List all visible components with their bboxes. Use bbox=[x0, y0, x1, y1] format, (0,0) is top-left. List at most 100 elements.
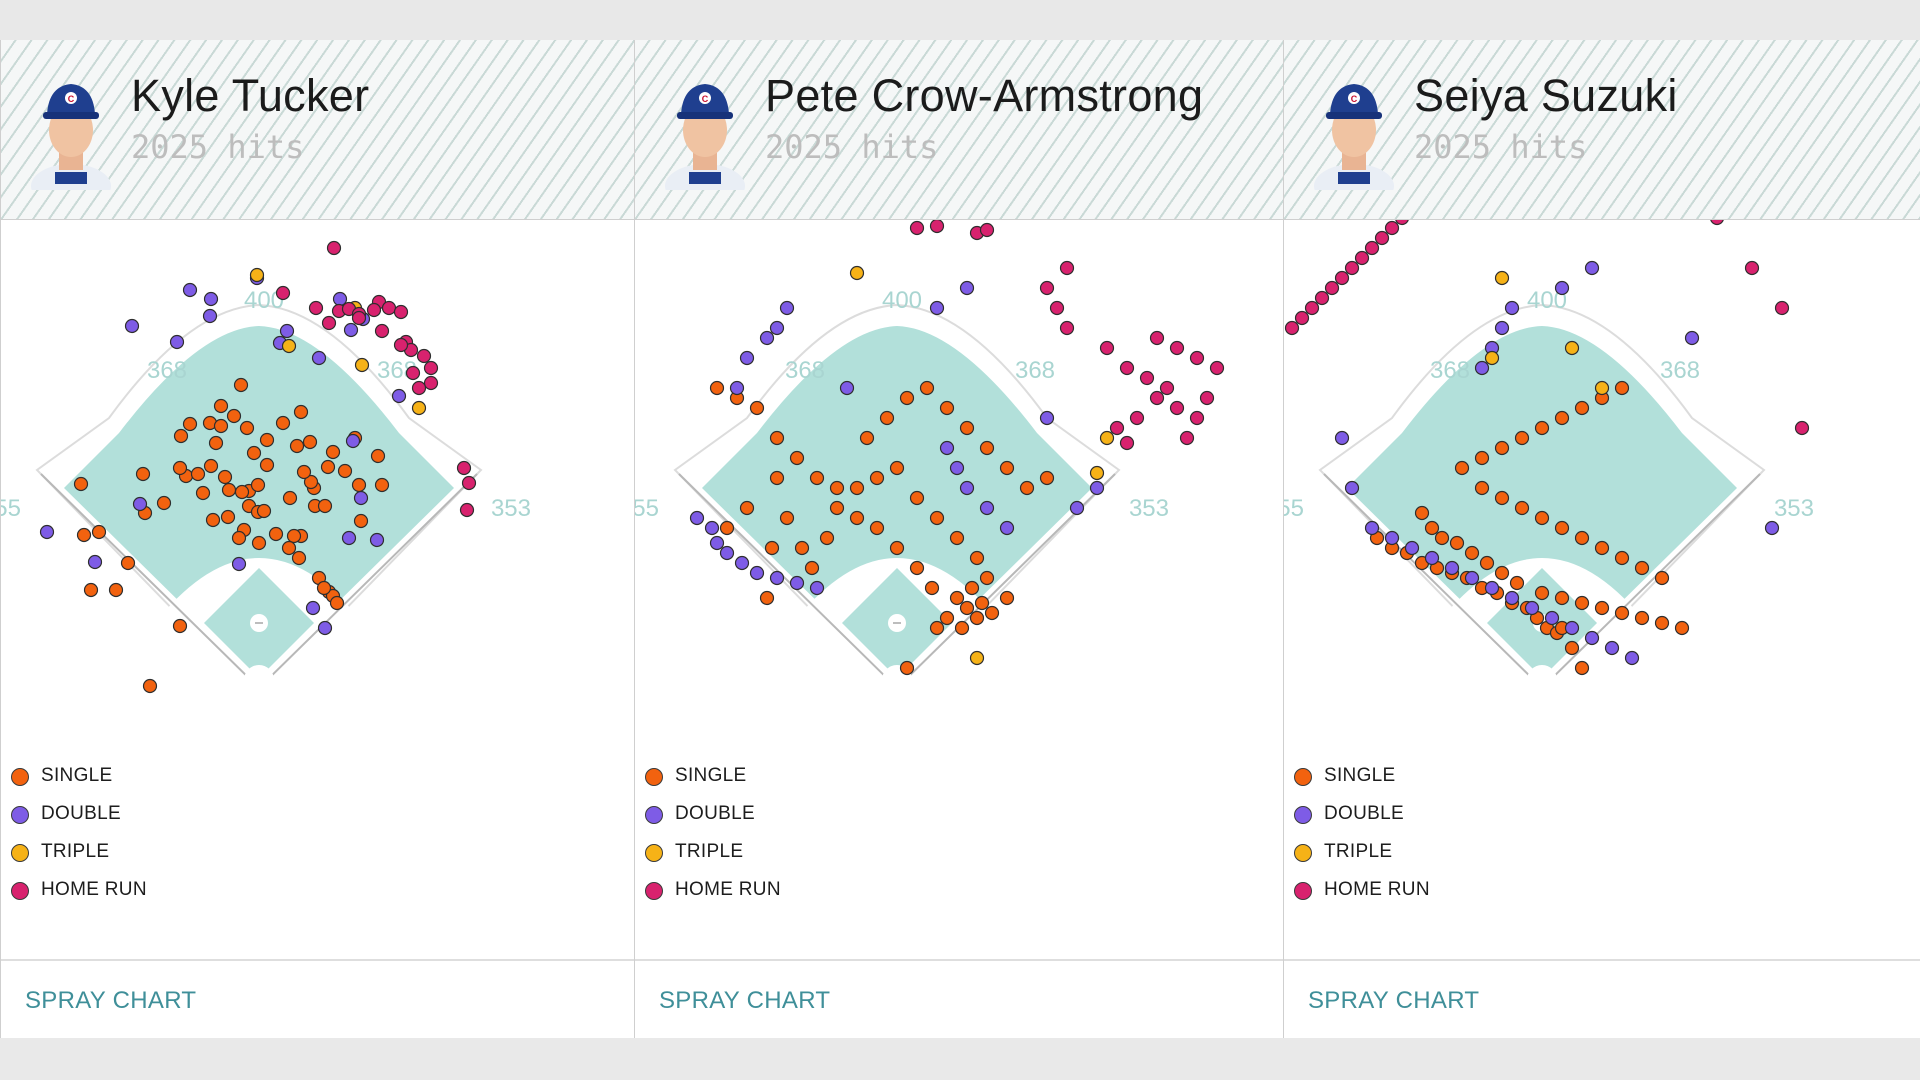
player-panel-pete-crow-armstrong: C Pete Crow-Armstrong 2025 hits 355 368 40… bbox=[634, 40, 1283, 1038]
distance-label-left: 355 bbox=[635, 495, 659, 522]
double-hit-point bbox=[1564, 620, 1580, 636]
triple-hit-point bbox=[1099, 430, 1115, 446]
single-hit-point bbox=[1039, 470, 1055, 486]
home-run-hit-point bbox=[308, 300, 324, 316]
single-hit-point bbox=[1674, 620, 1690, 636]
double-hit-point bbox=[1494, 320, 1510, 336]
home-plate-circle bbox=[244, 665, 274, 695]
spray-chart-tab[interactable]: SPRAY CHART bbox=[1308, 987, 1480, 1014]
double-hit-point bbox=[839, 380, 855, 396]
single-hit-point bbox=[819, 530, 835, 546]
double-hit-point bbox=[1334, 430, 1350, 446]
double-hit-point bbox=[132, 496, 148, 512]
single-hit-point bbox=[1464, 545, 1480, 561]
distance-label-right: 353 bbox=[491, 495, 531, 522]
double-hit-point bbox=[1544, 610, 1560, 626]
single-hit-point bbox=[259, 432, 275, 448]
single-hit-point bbox=[246, 445, 262, 461]
distance-label-left-center: 368 bbox=[147, 357, 187, 384]
single-legend-swatch bbox=[11, 768, 29, 786]
single-hit-point bbox=[1514, 500, 1530, 516]
single-hit-point bbox=[939, 400, 955, 416]
single-hit-point bbox=[195, 485, 211, 501]
double-hit-point bbox=[1344, 480, 1360, 496]
single-hit-point bbox=[282, 490, 298, 506]
spray-chart-tab[interactable]: SPRAY CHART bbox=[25, 987, 197, 1014]
distance-label-right-center: 368 bbox=[1015, 357, 1055, 384]
legend-label: DOUBLE bbox=[41, 803, 121, 824]
triple-legend-swatch bbox=[1294, 844, 1312, 862]
home-run-hit-point bbox=[393, 304, 409, 320]
single-hit-point bbox=[108, 582, 124, 598]
single-hit-point bbox=[829, 500, 845, 516]
single-hit-point bbox=[1634, 560, 1650, 576]
double-hit-point bbox=[1624, 650, 1640, 666]
single-hit-point bbox=[1574, 400, 1590, 416]
home-run-legend-swatch bbox=[645, 882, 663, 900]
double-hit-point bbox=[182, 282, 198, 298]
home-run-hit-point bbox=[1794, 420, 1810, 436]
legend-item-double: DOUBLE bbox=[645, 801, 905, 831]
single-hit-point bbox=[1574, 595, 1590, 611]
single-hit-point bbox=[213, 418, 229, 434]
home-run-hit-point bbox=[1324, 280, 1340, 296]
legend-item-double: DOUBLE bbox=[11, 801, 271, 831]
home-run-hit-point bbox=[423, 360, 439, 376]
legend-label: HOME RUN bbox=[1324, 879, 1430, 900]
single-hit-point bbox=[217, 469, 233, 485]
single-hit-point bbox=[251, 535, 267, 551]
home-run-hit-point bbox=[1139, 370, 1155, 386]
home-run-hit-point bbox=[1059, 320, 1075, 336]
single-hit-point bbox=[949, 530, 965, 546]
single-hit-point bbox=[91, 524, 107, 540]
double-hit-point bbox=[369, 532, 385, 548]
home-run-hit-point bbox=[1314, 290, 1330, 306]
double-hit-point bbox=[939, 440, 955, 456]
home-run-hit-point bbox=[411, 380, 427, 396]
double-hit-point bbox=[1474, 360, 1490, 376]
svg-text:C: C bbox=[68, 94, 75, 104]
home-run-hit-point bbox=[1364, 240, 1380, 256]
single-hit-point bbox=[924, 580, 940, 596]
single-hit-point bbox=[929, 510, 945, 526]
player-headshot-icon: C bbox=[665, 84, 745, 208]
home-run-hit-point bbox=[1179, 430, 1195, 446]
double-hit-point bbox=[769, 570, 785, 586]
player-name: Pete Crow-Armstrong bbox=[765, 70, 1204, 121]
home-run-legend-swatch bbox=[1294, 882, 1312, 900]
single-hit-point bbox=[1494, 490, 1510, 506]
double-hit-point bbox=[1504, 300, 1520, 316]
single-hit-point bbox=[220, 509, 236, 525]
left-foul-line bbox=[678, 473, 898, 689]
double-hit-point bbox=[279, 323, 295, 339]
double-hit-point bbox=[1039, 410, 1055, 426]
spray-chart-tab[interactable]: SPRAY CHART bbox=[659, 987, 831, 1014]
single-hit-point bbox=[769, 470, 785, 486]
single-hit-point bbox=[909, 560, 925, 576]
single-hit-point bbox=[353, 513, 369, 529]
single-hit-point bbox=[337, 463, 353, 479]
home-run-hit-point bbox=[1344, 260, 1360, 276]
single-hit-point bbox=[83, 582, 99, 598]
home-run-hit-point bbox=[1149, 330, 1165, 346]
double-hit-point bbox=[231, 556, 247, 572]
single-hit-point bbox=[275, 415, 291, 431]
single-hit-point bbox=[889, 540, 905, 556]
home-run-hit-point bbox=[381, 300, 397, 316]
distance-label-right: 353 bbox=[1774, 495, 1814, 522]
double-hit-point bbox=[317, 620, 333, 636]
single-hit-point bbox=[172, 460, 188, 476]
double-hit-point bbox=[202, 308, 218, 324]
single-hit-point bbox=[999, 590, 1015, 606]
home-run-hit-point bbox=[351, 310, 367, 326]
panel-header: C Kyle Tucker 2025 hits bbox=[1, 40, 634, 220]
right-foul-line bbox=[1541, 473, 1761, 689]
single-hit-point bbox=[809, 470, 825, 486]
legend-item-triple: TRIPLE bbox=[1294, 839, 1554, 869]
legend-label: TRIPLE bbox=[675, 841, 744, 862]
triple-hit-point bbox=[281, 338, 297, 354]
single-hit-point bbox=[969, 610, 985, 626]
single-hit-point bbox=[303, 474, 319, 490]
single-hit-point bbox=[203, 458, 219, 474]
legend-item-single: SINGLE bbox=[1294, 763, 1554, 793]
